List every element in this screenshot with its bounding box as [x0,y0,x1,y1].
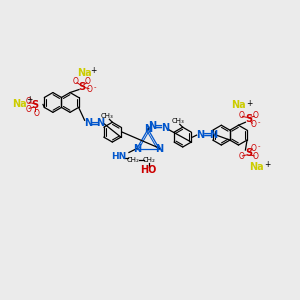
Text: N: N [196,130,205,140]
Text: N: N [144,124,152,134]
Text: +: + [264,160,270,169]
Text: O: O [250,120,256,129]
Text: O: O [238,152,244,161]
Text: S: S [245,148,252,158]
Text: Na: Na [12,99,26,110]
Text: CH₂: CH₂ [142,158,155,164]
Text: -: - [94,85,96,91]
Text: +: + [246,99,253,108]
Text: N: N [133,143,141,154]
Text: N: N [148,121,156,131]
Text: -: - [258,143,260,149]
Text: Na: Na [231,100,246,110]
Text: =: = [203,130,212,140]
Text: N: N [161,123,169,133]
Text: O: O [85,77,91,86]
Text: CH₃: CH₃ [101,113,114,119]
Text: O: O [87,85,93,94]
Text: O: O [33,109,39,118]
Text: N: N [96,118,104,128]
Text: O: O [252,111,258,120]
Text: Na: Na [249,162,264,172]
Text: HO: HO [141,165,157,175]
Text: O: O [25,97,31,106]
Text: O: O [238,111,244,120]
Text: HN: HN [111,152,127,161]
Text: O: O [252,152,258,161]
Text: =: = [154,122,164,132]
Text: O: O [25,105,31,114]
Text: N: N [85,118,93,128]
Text: +: + [26,95,32,104]
Text: CH₃: CH₃ [171,118,184,124]
Text: S: S [245,114,252,124]
Text: =: = [90,118,99,128]
Text: N: N [209,130,217,140]
Text: -: - [258,119,260,125]
Text: Na: Na [78,68,92,78]
Text: O: O [250,143,256,152]
Text: S: S [78,82,85,92]
Text: O: O [73,77,79,86]
Text: CH₂: CH₂ [127,158,139,164]
Text: S: S [32,100,39,110]
Text: N: N [155,143,163,154]
Text: +: + [91,66,97,75]
